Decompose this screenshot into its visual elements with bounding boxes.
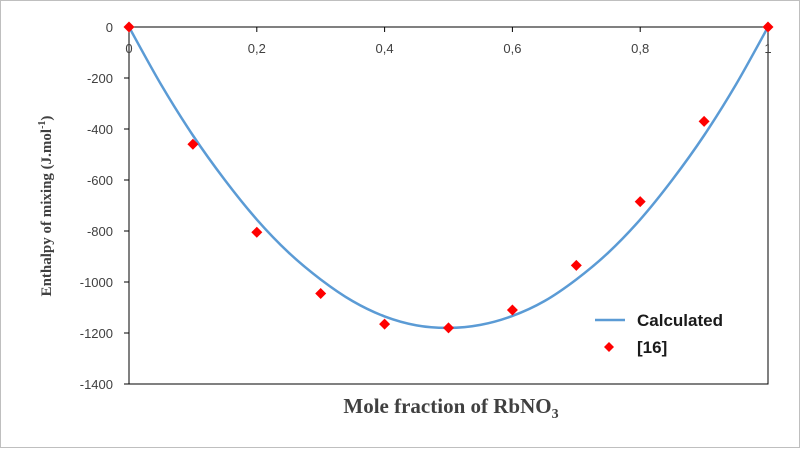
- x-axis-title-subscript: 3: [552, 407, 559, 422]
- x-axis-ticks: 0 0,2 0,4 0,6 0,8 1: [125, 27, 772, 56]
- data-point-16: [123, 21, 135, 33]
- y-axis-title-superscript: -1: [37, 121, 48, 129]
- x-tick-label: 0,8: [631, 41, 649, 56]
- data-point-16: [443, 322, 454, 334]
- data-point-16: [379, 318, 391, 330]
- y-axis-ticks: 0 -200 -400 -600 -800 -1000 -1200 -1400: [80, 20, 129, 392]
- y-tick-label: -1000: [80, 275, 113, 290]
- x-tick-label: 0,2: [248, 41, 266, 56]
- y-tick-label: -400: [87, 122, 113, 137]
- x-tick-label: 0,4: [376, 41, 394, 56]
- y-tick-label: -800: [87, 224, 113, 239]
- y-axis-title: Enthalpy of mixing (J.mol-1): [37, 116, 55, 297]
- data-point-16: [251, 226, 263, 238]
- x-axis-title: Mole fraction of RbNO3: [343, 394, 558, 422]
- legend-label-calculated: Calculated: [637, 311, 723, 330]
- x-tick-label: 0: [125, 41, 132, 56]
- legend: Calculated [16]: [595, 311, 723, 357]
- y-tick-label: -1200: [80, 326, 113, 341]
- legend-label-16: [16]: [637, 338, 667, 357]
- y-tick-label: -600: [87, 173, 113, 188]
- data-point-16: [762, 21, 774, 33]
- y-tick-label: 0: [106, 20, 113, 35]
- data-point-16: [698, 115, 710, 127]
- data-point-16: [506, 304, 518, 316]
- series-layer: [123, 21, 774, 334]
- plot-area: [128, 26, 769, 385]
- plot-border: [128, 26, 769, 385]
- data-point-16: [570, 259, 582, 271]
- data-point-16: [634, 196, 646, 208]
- data-point-16: [187, 138, 199, 150]
- y-axis-title-main: Enthalpy of mixing (J.mol: [39, 129, 55, 297]
- y-axis-title-suffix: ): [39, 116, 55, 121]
- legend-marker-16: [604, 342, 614, 352]
- x-tick-label: 0,6: [503, 41, 521, 56]
- x-tick-label: 1: [764, 41, 771, 56]
- x-axis-title-main: Mole fraction of RbNO: [343, 394, 551, 418]
- data-point-16: [315, 287, 327, 299]
- calculated-curve: [127, 26, 770, 330]
- y-tick-label: -200: [87, 71, 113, 86]
- y-tick-label: -1400: [80, 377, 113, 392]
